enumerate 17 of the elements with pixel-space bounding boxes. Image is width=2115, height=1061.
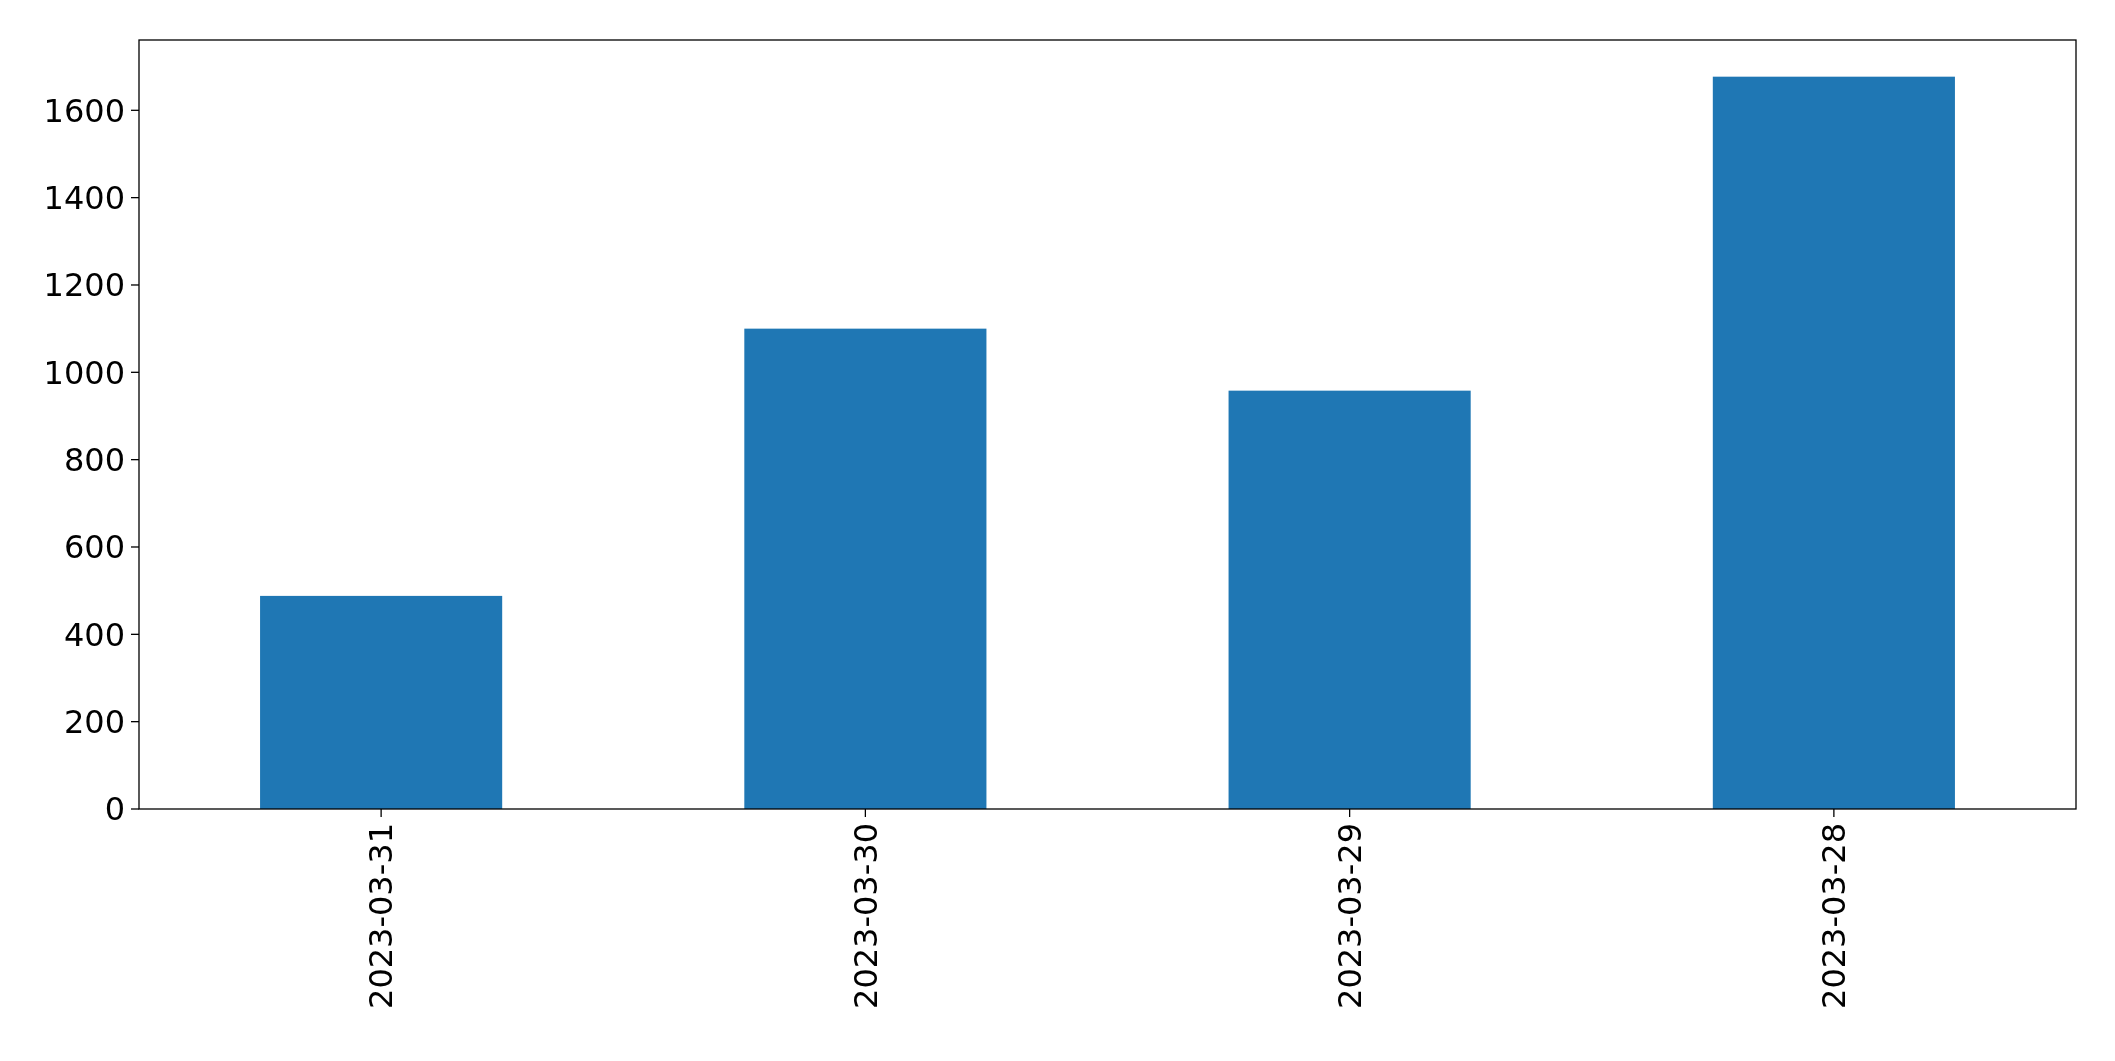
bar: [1228, 390, 1471, 809]
y-tick-label: 800: [63, 440, 125, 479]
y-tick-label: 400: [63, 615, 125, 654]
bar: [260, 595, 503, 809]
x-tick-label: 2023-03-28: [1815, 823, 1854, 1009]
y-tick-label: 200: [63, 702, 125, 741]
x-tick-label: 2023-03-29: [1330, 823, 1369, 1009]
x-tick-label: 2023-03-31: [362, 823, 401, 1009]
y-tick-label: 1000: [43, 353, 125, 392]
bar: [744, 328, 987, 809]
y-tick-label: 0: [104, 790, 125, 829]
y-tick-label: 1600: [43, 91, 125, 130]
y-tick-label: 1200: [43, 266, 125, 305]
bar: [1712, 76, 1955, 809]
x-tick-label: 2023-03-30: [846, 823, 885, 1009]
y-tick-label: 600: [63, 528, 125, 567]
y-tick-label: 1400: [43, 178, 125, 217]
